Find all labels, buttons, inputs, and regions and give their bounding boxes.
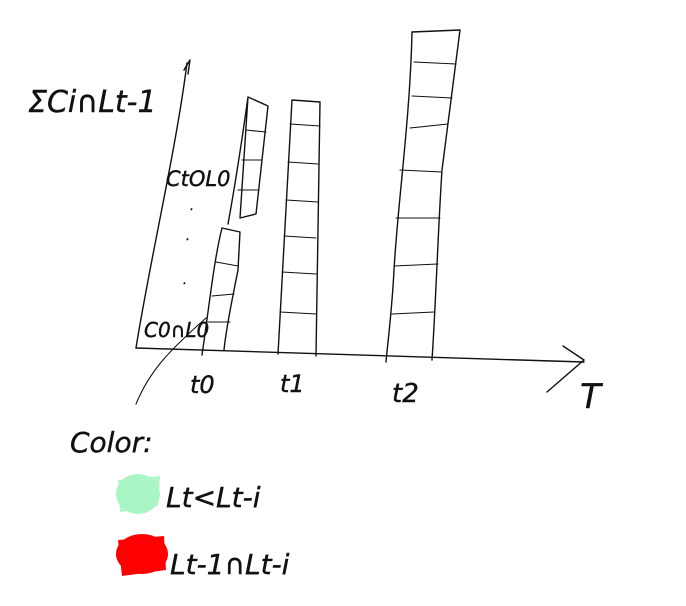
bar-t2 — [385, 29, 461, 363]
tick-label-t1: t1 — [280, 370, 305, 398]
tick-label-t2: t2 — [392, 379, 419, 409]
vdot-2: . — [186, 229, 190, 243]
bottom-label: C0∩L0 — [144, 318, 209, 342]
legend-swatch-red-blob — [118, 536, 166, 576]
legend-item-label-2: Lt-1∩Lt-i — [170, 548, 290, 581]
x-axis-label: T — [580, 377, 603, 417]
vdot-1: . — [190, 199, 194, 213]
legend-swatch-green-blob — [118, 476, 160, 512]
tick-label-t0: t0 — [190, 371, 215, 399]
legend-title: Color: — [70, 426, 153, 459]
x-axis-line — [135, 345, 585, 393]
bar-t0 — [201, 96, 269, 356]
bar-t1 — [277, 99, 321, 357]
pointer-line — [135, 317, 207, 405]
y-axis-line — [135, 59, 191, 349]
legend: Color: Lt<Lt-i Lt-1∩Lt-i — [70, 426, 290, 581]
y-axis-label: ΣCi∩Lt-1 — [28, 85, 157, 120]
legend-item-label-1: Lt<Lt-i — [166, 481, 261, 514]
top-label: CtOL0 — [166, 167, 231, 191]
vdot-3: . — [183, 273, 187, 287]
